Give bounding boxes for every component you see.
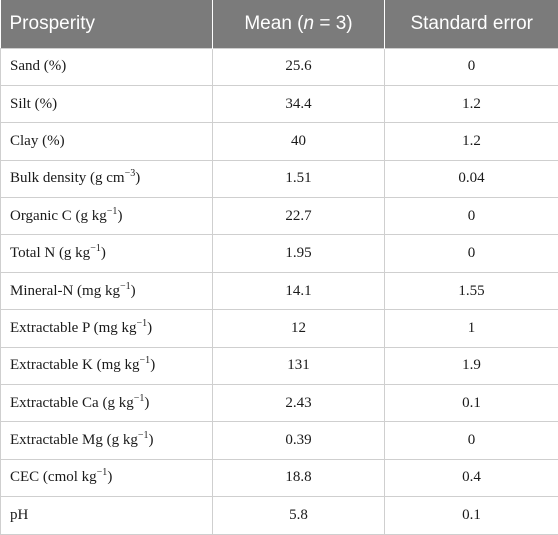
property-label: Clay (%) [10, 133, 65, 149]
property-label: Bulk density (g cm [10, 170, 125, 186]
se-cell: 1.2 [385, 85, 558, 122]
property-sup: −1 [97, 467, 108, 478]
table-row: Extractable P (mg kg−1) 12 1 [1, 310, 558, 347]
property-cell: CEC (cmol kg−1) [1, 459, 213, 496]
property-tail: ) [117, 208, 122, 224]
property-sup: −1 [140, 355, 151, 366]
mean-cell: 40 [213, 123, 385, 160]
mean-cell: 1.51 [213, 160, 385, 197]
header-mean-var: n [304, 13, 315, 34]
property-label: Extractable Mg (g kg [10, 432, 138, 448]
property-tail: ) [144, 395, 149, 411]
property-cell: pH [1, 497, 213, 534]
table-row: Extractable Ca (g kg−1) 2.43 0.1 [1, 385, 558, 422]
property-label: CEC (cmol kg [10, 469, 97, 485]
se-cell: 1.9 [385, 347, 558, 384]
table-row: Extractable K (mg kg−1) 131 1.9 [1, 347, 558, 384]
property-cell: Organic C (g kg−1) [1, 198, 213, 235]
property-cell: Extractable Mg (g kg−1) [1, 422, 213, 459]
mean-cell: 22.7 [213, 198, 385, 235]
property-cell: Sand (%) [1, 48, 213, 85]
property-tail: ) [150, 357, 155, 373]
property-label: Extractable P (mg kg [10, 320, 137, 336]
se-cell: 0.4 [385, 459, 558, 496]
table-row: CEC (cmol kg−1) 18.8 0.4 [1, 459, 558, 496]
property-cell: Extractable P (mg kg−1) [1, 310, 213, 347]
property-sup: −1 [107, 206, 118, 217]
property-tail: ) [107, 469, 112, 485]
se-cell: 0 [385, 198, 558, 235]
se-cell: 0.1 [385, 385, 558, 422]
header-mean-prefix: Mean ( [244, 13, 303, 34]
property-cell: Silt (%) [1, 85, 213, 122]
table-row: Extractable Mg (g kg−1) 0.39 0 [1, 422, 558, 459]
mean-cell: 25.6 [213, 48, 385, 85]
se-cell: 0 [385, 235, 558, 272]
property-label: Extractable K (mg kg [10, 357, 140, 373]
mean-cell: 5.8 [213, 497, 385, 534]
property-cell: Total N (g kg−1) [1, 235, 213, 272]
mean-cell: 14.1 [213, 272, 385, 309]
header-row: Prosperity Mean (n = 3) Standard error [1, 0, 558, 48]
property-cell: Clay (%) [1, 123, 213, 160]
property-label: Mineral-N (mg kg [10, 283, 120, 299]
property-label: pH [10, 507, 28, 523]
property-label: Extractable Ca (g kg [10, 395, 134, 411]
table-row: Bulk density (g cm−3) 1.51 0.04 [1, 160, 558, 197]
header-prosperity: Prosperity [1, 0, 213, 48]
table-row: Organic C (g kg−1) 22.7 0 [1, 198, 558, 235]
table-row: Total N (g kg−1) 1.95 0 [1, 235, 558, 272]
mean-cell: 34.4 [213, 85, 385, 122]
header-mean: Mean (n = 3) [213, 0, 385, 48]
property-tail: ) [135, 170, 140, 186]
mean-cell: 0.39 [213, 422, 385, 459]
property-sup: −1 [134, 393, 145, 404]
se-cell: 0 [385, 48, 558, 85]
se-cell: 1.2 [385, 123, 558, 160]
mean-cell: 2.43 [213, 385, 385, 422]
property-sup: −3 [125, 168, 136, 179]
se-cell: 0.04 [385, 160, 558, 197]
property-cell: Extractable Ca (g kg−1) [1, 385, 213, 422]
property-tail: ) [147, 320, 152, 336]
mean-cell: 18.8 [213, 459, 385, 496]
table-row: Mineral-N (mg kg−1) 14.1 1.55 [1, 272, 558, 309]
header-standard-error: Standard error [385, 0, 558, 48]
property-label: Organic C (g kg [10, 208, 107, 224]
table-row: Sand (%) 25.6 0 [1, 48, 558, 85]
property-cell: Extractable K (mg kg−1) [1, 347, 213, 384]
mean-cell: 131 [213, 347, 385, 384]
property-tail: ) [101, 245, 106, 261]
property-sup: −1 [90, 243, 101, 254]
se-cell: 0.1 [385, 497, 558, 534]
property-sup: −1 [138, 430, 149, 441]
mean-cell: 12 [213, 310, 385, 347]
property-sup: −1 [120, 281, 131, 292]
table-row: Silt (%) 34.4 1.2 [1, 85, 558, 122]
se-cell: 0 [385, 422, 558, 459]
table-body: Sand (%) 25.6 0 Silt (%) 34.4 1.2 Clay (… [1, 48, 558, 534]
se-cell: 1 [385, 310, 558, 347]
property-sup: −1 [137, 318, 148, 329]
property-label: Total N (g kg [10, 245, 90, 261]
table-row: pH 5.8 0.1 [1, 497, 558, 534]
property-cell: Mineral-N (mg kg−1) [1, 272, 213, 309]
property-tail: ) [149, 432, 154, 448]
property-tail: ) [131, 283, 136, 299]
property-label: Sand (%) [10, 58, 66, 74]
mean-cell: 1.95 [213, 235, 385, 272]
property-label: Silt (%) [10, 96, 57, 112]
header-mean-suffix: = 3) [314, 13, 353, 34]
table-row: Clay (%) 40 1.2 [1, 123, 558, 160]
property-cell: Bulk density (g cm−3) [1, 160, 213, 197]
se-cell: 1.55 [385, 272, 558, 309]
